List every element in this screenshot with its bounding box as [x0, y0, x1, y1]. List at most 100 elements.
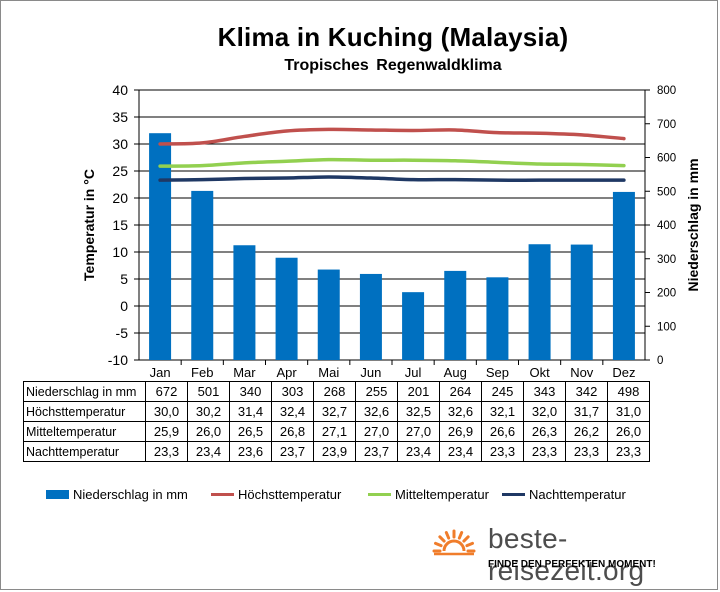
y-left-tick-label: 10	[112, 244, 128, 260]
table-cell: 255	[355, 381, 398, 402]
table-cell: 23,3	[607, 441, 650, 462]
brand-logo: beste-reisezeit.org FINDE DEN PERFEKTEN …	[430, 523, 710, 586]
x-tick-label: Nov	[570, 365, 594, 380]
table-row: Niederschlag in mm 672 501 340 303 268 255 201 2…	[23, 381, 650, 402]
x-tick-label: Jul	[405, 365, 422, 380]
bar-feb	[191, 190, 214, 360]
table-cell: 32,7	[313, 401, 356, 422]
x-tick-label: Feb	[191, 365, 213, 380]
y-right-tick-label: 700	[657, 119, 676, 131]
table-cell: 32,5	[397, 401, 440, 422]
table-cell: 32,6	[355, 401, 398, 422]
bar-apr	[275, 257, 298, 360]
bar-nov	[570, 244, 593, 360]
table-row-label: Niederschlag in mm	[23, 381, 146, 402]
line-höchsttemperatur	[158, 127, 626, 146]
table-cell: 30,0	[145, 401, 188, 422]
table-row: Mitteltemperatur 25,9 26,0 26,5 26,8 27,1 27,0…	[23, 421, 650, 442]
table-cell: 31,0	[607, 401, 650, 422]
table-cell: 268	[313, 381, 356, 402]
y-left-tick-label: 5	[120, 271, 128, 287]
table-cell: 23,4	[439, 441, 482, 462]
legend-item: Mitteltemperatur	[368, 487, 489, 502]
table-cell: 342	[565, 381, 608, 402]
bar-mai	[317, 269, 340, 360]
line-mitteltemperatur	[158, 157, 626, 168]
table-cell: 26,5	[229, 421, 272, 442]
table-cell: 23,4	[187, 441, 230, 462]
chart-subtitle: Tropisches Regenwaldklima	[284, 57, 502, 74]
brand-name: beste-reisezeit.org	[488, 523, 645, 586]
sun-ray	[457, 531, 464, 540]
table-cell: 26,3	[523, 421, 566, 442]
bar-jul	[402, 292, 425, 360]
table-cell: 32,0	[523, 401, 566, 422]
y-right-axis-label: Niederschlag in mm	[685, 158, 701, 291]
sun-arc	[442, 539, 466, 552]
data-table: Niederschlag in mm 672 501 340 303 268 255 201 2…	[23, 381, 650, 462]
table-row-label: Nachttemperatur	[23, 441, 146, 462]
table-cell: 26,2	[565, 421, 608, 442]
table-cell: 501	[187, 381, 230, 402]
table-cell: 264	[439, 381, 482, 402]
legend-item: Niederschlag in mm	[46, 487, 188, 502]
y-left-tick-label: 30	[112, 136, 128, 152]
x-tick-label: Aug	[444, 365, 467, 380]
legend-label: Mitteltemperatur	[395, 487, 489, 502]
chart-title: Klima in Kuching (Malaysia)	[217, 22, 569, 52]
y-right-tick-label: 400	[657, 220, 676, 232]
table-cell: 672	[145, 381, 188, 402]
legend-bar-swatch	[46, 490, 69, 499]
y-right-tick-label: 600	[657, 153, 676, 165]
bar-sep	[486, 277, 509, 360]
legend-line-swatch	[211, 493, 234, 496]
sun-icon	[432, 529, 476, 556]
table-cell: 23,7	[271, 441, 314, 462]
table-cell: 27,0	[397, 421, 440, 442]
legend-item: Nachttemperatur	[502, 487, 626, 502]
table-cell: 31,4	[229, 401, 272, 422]
table-cell: 343	[523, 381, 566, 402]
y-left-tick-label: 15	[112, 217, 128, 233]
y-left-tick-label: 20	[112, 190, 128, 206]
table-cell: 32,1	[481, 401, 524, 422]
table-cell: 32,6	[439, 401, 482, 422]
y-right-tick-label: 200	[657, 288, 676, 300]
bar-mar	[233, 245, 256, 360]
x-tick-label: Sep	[486, 365, 509, 380]
y-right-tick-label: 0	[657, 355, 663, 367]
y-right-tick-label: 300	[657, 254, 676, 266]
table-row-label: Mitteltemperatur	[23, 421, 146, 442]
table-cell: 27,1	[313, 421, 356, 442]
table-cell: 26,9	[439, 421, 482, 442]
bar-okt	[528, 244, 551, 360]
line-nachttemperatur	[158, 175, 626, 182]
table-cell: 30,2	[187, 401, 230, 422]
x-tick-label: Dez	[612, 365, 635, 380]
legend-label: Höchsttemperatur	[238, 487, 342, 502]
table-row: Höchsttemperatur 30,0 30,2 31,4 32,4 32,7 32,6…	[23, 401, 650, 422]
table-cell: 23,3	[523, 441, 566, 462]
legend-label: Nachttemperatur	[529, 487, 626, 502]
table-cell: 23,6	[229, 441, 272, 462]
legend-line-swatch	[502, 493, 525, 496]
x-tick-label: Apr	[276, 365, 297, 380]
x-tick-label: Mar	[233, 365, 256, 380]
table-cell: 303	[271, 381, 314, 402]
sun-ray	[438, 535, 446, 543]
bar-jan	[149, 133, 172, 360]
x-tick-label: Jun	[360, 365, 381, 380]
table-row: Nachttemperatur 23,3 23,4 23,6 23,7 23,9 23,7 2…	[23, 441, 650, 462]
y-right-tick-label: 800	[657, 85, 676, 97]
table-cell: 23,7	[355, 441, 398, 462]
table-cell: 32,4	[271, 401, 314, 422]
bar-dez	[612, 191, 635, 360]
table-cell: 23,3	[145, 441, 188, 462]
bar-jun	[359, 273, 382, 360]
table-cell: 26,6	[481, 421, 524, 442]
table-cell: 23,3	[481, 441, 524, 462]
chart-legend: Niederschlag in mm Höchsttemperatur Mittel…	[0, 487, 720, 503]
table-cell: 25,9	[145, 421, 188, 442]
table-cell: 201	[397, 381, 440, 402]
